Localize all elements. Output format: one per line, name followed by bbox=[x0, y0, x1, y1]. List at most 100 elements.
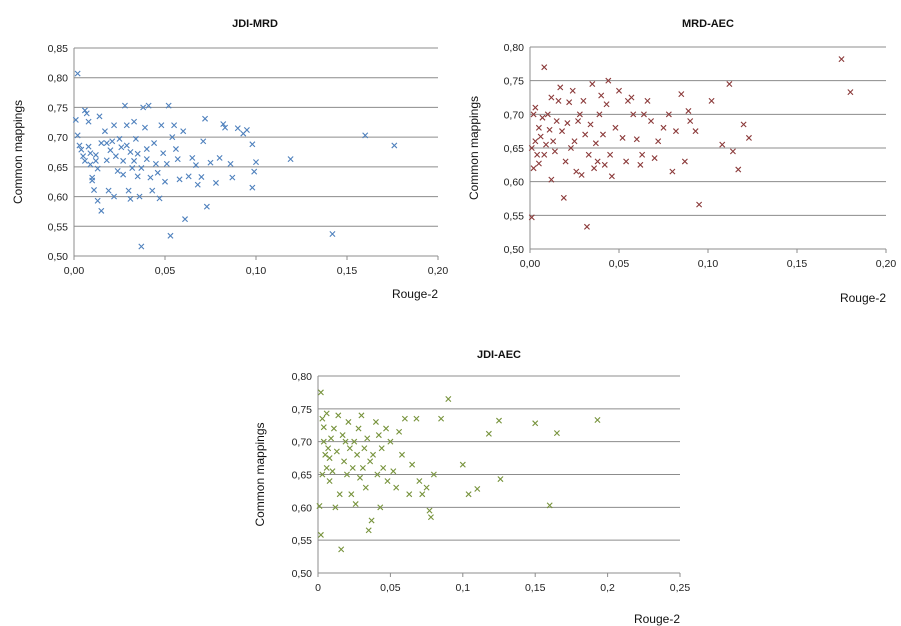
y-tick-label: 0,80 bbox=[504, 42, 525, 54]
data-point bbox=[339, 432, 346, 439]
data-point bbox=[591, 165, 598, 172]
chart-title: MRD-AEC bbox=[682, 18, 734, 30]
data-point bbox=[143, 156, 150, 163]
data-point bbox=[335, 412, 342, 419]
data-point bbox=[383, 425, 390, 432]
x-axis-label: Rouge-2 bbox=[392, 287, 438, 301]
x-axis-label: Rouge-2 bbox=[840, 291, 886, 305]
data-point bbox=[426, 507, 433, 514]
data-point bbox=[623, 158, 630, 165]
data-point bbox=[234, 125, 241, 132]
y-tick-label: 0,80 bbox=[292, 371, 313, 383]
data-point bbox=[391, 142, 398, 149]
data-point bbox=[692, 128, 699, 135]
data-point bbox=[413, 415, 420, 422]
data-point bbox=[317, 389, 324, 396]
data-point bbox=[319, 471, 326, 478]
y-tick-label: 0,50 bbox=[292, 568, 313, 580]
data-point bbox=[98, 207, 105, 214]
data-point bbox=[87, 150, 94, 157]
data-point bbox=[559, 128, 566, 135]
data-point bbox=[176, 176, 183, 183]
data-point bbox=[628, 94, 635, 101]
y-tick-label: 0,55 bbox=[292, 535, 313, 547]
data-point bbox=[131, 157, 138, 164]
data-point bbox=[85, 118, 92, 125]
data-point bbox=[532, 104, 539, 111]
data-point bbox=[163, 160, 170, 167]
data-point bbox=[316, 503, 323, 510]
data-point bbox=[78, 146, 85, 153]
data-point bbox=[530, 165, 537, 172]
data-point bbox=[322, 451, 329, 458]
data-point bbox=[543, 141, 550, 148]
data-point bbox=[149, 187, 156, 194]
data-point bbox=[222, 124, 229, 131]
data-point bbox=[72, 116, 79, 123]
data-point bbox=[125, 187, 132, 194]
data-point bbox=[401, 415, 408, 422]
data-point bbox=[393, 484, 400, 491]
data-point bbox=[582, 131, 589, 138]
data-point bbox=[594, 417, 601, 423]
chart-0: 0,50 0,55 0,60 0,65 0,70 0,75 0,80 0,85 0,00 0,05… bbox=[11, 18, 448, 301]
data-point bbox=[349, 464, 356, 471]
data-point bbox=[726, 81, 733, 88]
data-point bbox=[192, 162, 199, 169]
data-point bbox=[535, 124, 542, 131]
y-tick-label: 0,80 bbox=[48, 73, 69, 85]
data-point bbox=[96, 113, 103, 120]
data-point bbox=[445, 395, 452, 402]
data-point bbox=[116, 135, 123, 142]
data-point bbox=[348, 491, 355, 498]
data-point bbox=[544, 111, 551, 118]
data-point bbox=[355, 425, 362, 432]
data-point bbox=[329, 468, 336, 475]
y-tick-label: 0,70 bbox=[48, 132, 69, 144]
data-point bbox=[370, 451, 377, 458]
data-point bbox=[619, 134, 626, 141]
data-point bbox=[573, 168, 580, 175]
data-point bbox=[365, 527, 372, 534]
data-point bbox=[249, 184, 256, 191]
data-point bbox=[134, 150, 141, 157]
data-point bbox=[541, 151, 548, 158]
data-point bbox=[603, 101, 610, 108]
data-point bbox=[249, 141, 256, 148]
data-point bbox=[532, 138, 539, 145]
data-point bbox=[145, 102, 152, 109]
data-point bbox=[109, 138, 116, 145]
data-point bbox=[406, 491, 413, 498]
data-point bbox=[528, 214, 535, 221]
data-point bbox=[80, 153, 87, 160]
data-point bbox=[103, 157, 110, 164]
data-point bbox=[198, 173, 205, 180]
x-tick-label: 0,05 bbox=[380, 582, 401, 594]
data-point bbox=[589, 81, 596, 88]
data-point bbox=[111, 122, 118, 129]
data-point bbox=[550, 138, 557, 145]
data-point bbox=[212, 179, 219, 186]
data-point bbox=[138, 165, 145, 172]
chart-2: 0,50 0,55 0,60 0,65 0,70 0,75 0,80 0 0,05 0,1 0,15… bbox=[253, 349, 690, 626]
data-point bbox=[608, 173, 615, 180]
data-point bbox=[541, 64, 548, 71]
data-point bbox=[644, 97, 651, 104]
data-point bbox=[708, 97, 715, 104]
x-tick-label: 0,00 bbox=[64, 265, 85, 277]
data-point bbox=[576, 111, 583, 118]
y-tick-label: 0,70 bbox=[292, 437, 313, 449]
data-point bbox=[103, 140, 110, 147]
data-point bbox=[81, 107, 88, 114]
data-point bbox=[251, 168, 258, 175]
data-point bbox=[147, 174, 154, 181]
data-point bbox=[74, 132, 81, 139]
x-tick-label: 0,05 bbox=[609, 258, 630, 270]
data-point bbox=[333, 448, 340, 455]
data-point bbox=[847, 89, 854, 96]
data-point bbox=[229, 174, 236, 181]
data-point bbox=[156, 195, 163, 202]
data-point bbox=[601, 161, 608, 168]
data-point bbox=[438, 415, 445, 422]
